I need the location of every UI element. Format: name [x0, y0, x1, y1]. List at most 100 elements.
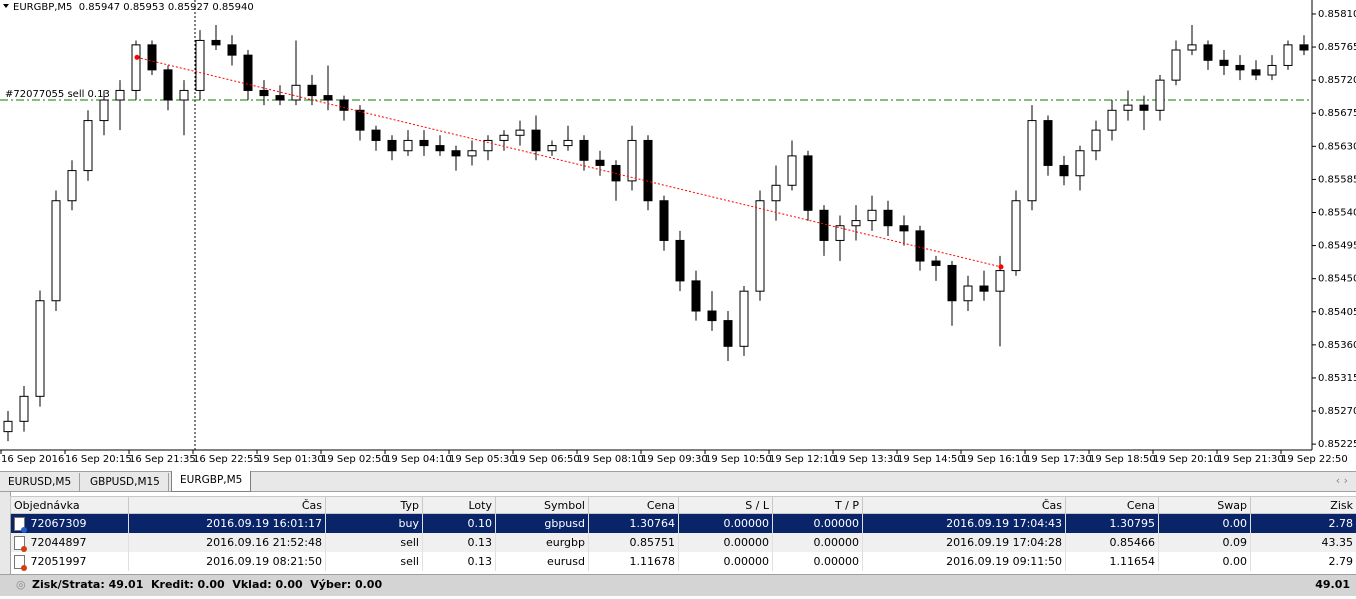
cell: 1.11678: [588, 552, 679, 571]
order-label: #72077055 sell 0.13: [5, 89, 110, 100]
candle-body: [643, 139, 653, 202]
y-tick-label: 0.85495: [1318, 241, 1356, 252]
cell: 1.30795: [1065, 513, 1159, 533]
x-tick-label: 19 Sep 01:30: [257, 454, 324, 465]
y-tick-label: 0.85810: [1318, 9, 1356, 20]
order-row[interactable]: 72044897 2016.09.16 21:52:48 sell 0.13 eurgb…: [10, 533, 1356, 552]
cell: buy: [325, 513, 423, 533]
candle-body: [739, 290, 749, 347]
cell: 43.35: [1250, 533, 1356, 552]
candle-body: [1203, 44, 1213, 61]
candle-body: [627, 139, 637, 182]
cell: 0.00000: [772, 513, 863, 533]
order-row[interactable]: 72067309 2016.09.19 16:01:17 buy 0.10 gbpusd…: [10, 513, 1356, 533]
candle-body: [387, 139, 397, 152]
candle-body: [1155, 79, 1165, 111]
candle-body: [1171, 49, 1181, 81]
footer-total: 49.01: [1315, 578, 1350, 591]
tab[interactable]: EURUSD,M5: [0, 473, 81, 491]
candle-body: [819, 209, 829, 241]
candle-body: [1267, 64, 1277, 76]
cell: 1.30764: [588, 513, 679, 533]
candle-body: [3, 420, 13, 433]
column-header: T / P: [772, 496, 863, 514]
x-tick-label: 19 Sep 05:30: [449, 454, 516, 465]
menu-arrow[interactable]: [3, 4, 9, 8]
candle-body: [995, 270, 1005, 292]
cell: 72044897: [10, 533, 129, 552]
candle-body: [195, 39, 205, 91]
candle-body: [867, 209, 877, 222]
candle-body: [1027, 120, 1037, 202]
cell: eurusd: [495, 552, 589, 571]
candle-body: [531, 129, 541, 152]
candle-body: [547, 145, 557, 152]
x-tick-label: 19 Sep 04:10: [385, 454, 452, 465]
column-header: Čas: [128, 496, 326, 514]
tab-bar: EURUSD,M5 GBPUSD,M15 EURGBP,M5 ‹ ›: [0, 471, 1356, 492]
x-tick-label: 19 Sep 22:50: [1281, 454, 1348, 465]
candle-body: [899, 225, 909, 232]
order-icon: [13, 517, 27, 533]
candle-body: [83, 120, 93, 172]
candle-body: [1123, 104, 1133, 111]
candle-body: [467, 150, 477, 157]
candle-body: [1299, 44, 1309, 51]
column-header: Cena: [588, 496, 679, 514]
tab[interactable]: GBPUSD,M15: [82, 473, 169, 491]
x-tick-label: 19 Sep 12:10: [769, 454, 836, 465]
candle-body: [1011, 200, 1021, 272]
x-tick-label: 19 Sep 02:50: [321, 454, 388, 465]
cell: eurgbp: [495, 533, 589, 552]
candle-body: [883, 209, 893, 227]
tab[interactable]: EURGBP,M5: [171, 471, 252, 492]
candle-body: [947, 264, 957, 302]
x-tick-label: 19 Sep 21:30: [1217, 454, 1284, 465]
candle-body: [1219, 59, 1229, 66]
candle-body: [371, 129, 381, 141]
x-tick-label: 19 Sep 09:30: [641, 454, 708, 465]
x-tick-label: 19 Sep 16:10: [961, 454, 1028, 465]
candle-body: [1043, 120, 1053, 166]
cell: 2016.09.19 17:04:43: [862, 513, 1066, 533]
x-tick-label: 19 Sep 10:50: [705, 454, 772, 465]
candle-body: [499, 134, 509, 141]
candle-body: [1235, 64, 1245, 71]
x-tick-label: 19 Sep 18:50: [1089, 454, 1156, 465]
y-tick-label: 0.85585: [1318, 174, 1356, 185]
candle-body: [1075, 150, 1085, 177]
trade-close: [998, 264, 1004, 270]
trade-line: [136, 56, 1002, 268]
candle-body: [115, 89, 125, 101]
candle-body: [595, 159, 605, 166]
candle-body: [723, 320, 733, 347]
order-row[interactable]: 72051997 2016.09.19 08:21:50 sell 0.13 eurus…: [10, 552, 1356, 571]
candle-body: [979, 285, 989, 292]
footer: ◎ Zisk/Strata: 49.01 Kredit: 0.00 Vklad:…: [0, 574, 1356, 596]
y-tick-label: 0.85630: [1318, 141, 1356, 152]
column-header: Čas: [862, 496, 1066, 514]
y-tick-label: 0.85315: [1318, 373, 1356, 384]
cell: 0.00: [1158, 552, 1251, 571]
cell: 0.85466: [1065, 533, 1159, 552]
candle-body: [435, 145, 445, 152]
column-header: Objednávka: [10, 496, 129, 514]
cell: gbpusd: [495, 513, 589, 533]
candle-body: [131, 44, 141, 91]
candle-body: [275, 95, 285, 101]
candle-body: [1059, 164, 1069, 177]
cell: 2016.09.19 09:11:50: [862, 552, 1066, 571]
cell: 0.13: [422, 552, 496, 571]
candle-body: [563, 139, 573, 147]
candle-body: [19, 395, 29, 422]
candle-body: [1251, 69, 1261, 76]
trade-open: [134, 54, 140, 60]
cell: 0.13: [422, 533, 496, 552]
x-tick-label: 16 Sep 20:15: [65, 454, 132, 465]
candle-body: [1107, 109, 1117, 131]
x-tick-label: 16 Sep 2016: [1, 454, 64, 465]
candle-body: [163, 69, 173, 101]
cell: 0.00: [1158, 513, 1251, 533]
